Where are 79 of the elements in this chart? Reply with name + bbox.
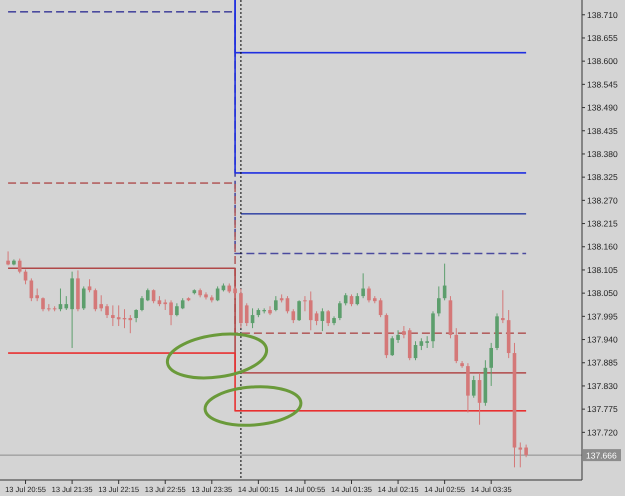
candlestick — [338, 300, 342, 321]
candlestick — [390, 336, 394, 356]
candlestick — [82, 286, 86, 311]
y-tick-label: 137.775 — [587, 404, 618, 414]
candlestick — [478, 372, 482, 426]
candlestick — [169, 300, 173, 326]
candlestick — [180, 298, 184, 310]
candlestick — [286, 296, 290, 314]
y-tick-label: 138.435 — [587, 126, 618, 136]
candlestick — [303, 296, 307, 312]
y-tick-label: 138.600 — [587, 56, 618, 66]
ref-line-label: 137.666 — [586, 450, 617, 461]
y-tick-label: 138.710 — [587, 10, 618, 20]
candlestick — [58, 288, 62, 312]
candlestick — [297, 300, 301, 322]
candlestick — [47, 304, 51, 312]
candlestick — [134, 308, 138, 323]
candlestick — [30, 278, 34, 302]
candlestick — [111, 304, 115, 327]
candlestick — [320, 308, 324, 332]
y-tick-label: 137.720 — [587, 427, 618, 438]
candlestick — [420, 338, 424, 351]
candlestick — [227, 282, 232, 294]
candlestick — [326, 310, 330, 327]
y-tick-label: 138.655 — [587, 32, 618, 43]
candlestick — [356, 292, 360, 306]
candlestick — [414, 340, 418, 361]
y-tick-label: 137.995 — [587, 311, 618, 322]
y-tick-label: 138.545 — [587, 79, 618, 90]
candlestick — [350, 294, 354, 307]
candlestick — [501, 290, 505, 324]
candlestick — [518, 442, 522, 468]
candlestick — [489, 342, 493, 386]
candlestick — [94, 288, 98, 312]
candlestick — [216, 286, 220, 302]
candlestick — [52, 306, 56, 312]
y-tick-label: 138.380 — [587, 148, 618, 159]
y-tick-label: 138.325 — [587, 172, 618, 182]
y-tick-label: 137.830 — [587, 380, 618, 391]
candlestick — [367, 286, 371, 303]
candlestick — [437, 286, 441, 317]
candlestick — [146, 288, 150, 302]
candlestick — [274, 296, 278, 312]
candlestick — [308, 290, 313, 331]
candlestick — [402, 326, 406, 339]
candlestick — [396, 330, 400, 344]
candlestick — [18, 258, 22, 274]
y-tick-label: 138.215 — [587, 218, 618, 229]
candlestick — [152, 288, 156, 304]
y-tick-label: 138.270 — [587, 195, 618, 206]
y-tick-label: 137.885 — [587, 358, 618, 368]
candlestick — [6, 250, 10, 266]
candlestick — [41, 296, 45, 312]
candlestick — [442, 263, 446, 301]
candlestick — [314, 310, 318, 326]
candlestick — [122, 308, 126, 329]
y-tick-label: 138.105 — [587, 264, 618, 275]
candlestick — [128, 314, 132, 334]
candlestick — [361, 272, 365, 299]
y-tick-label: 137.940 — [587, 334, 618, 345]
candlestick — [24, 269, 28, 285]
candlestick — [99, 294, 104, 312]
candlestick — [105, 304, 109, 319]
candlestick — [250, 308, 254, 329]
candlestick — [425, 336, 429, 348]
candlestick — [116, 304, 120, 327]
y-tick-label: 138.160 — [587, 242, 618, 252]
y-tick-label: 138.050 — [587, 288, 618, 298]
candlestick — [64, 296, 68, 311]
candlestick — [524, 444, 528, 458]
candlestick — [244, 302, 249, 327]
candlestick — [378, 298, 382, 318]
candlestick — [233, 286, 237, 299]
candlestick — [291, 308, 296, 324]
candlestick — [175, 302, 179, 317]
candlestick — [140, 296, 144, 312]
y-tick-label: 138.490 — [587, 102, 618, 113]
candlestick — [472, 375, 476, 398]
candlestick — [344, 292, 348, 306]
